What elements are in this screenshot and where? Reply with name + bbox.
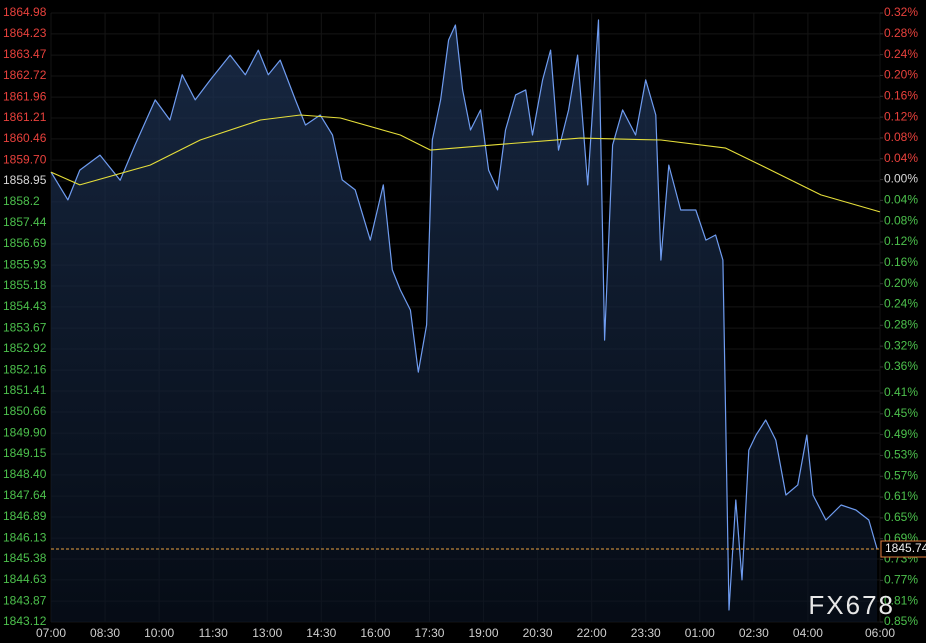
- y-tick-label: 1860.46: [3, 131, 47, 145]
- y-tick-label: 1861.21: [3, 110, 47, 124]
- y-tick-label: 1859.70: [3, 152, 47, 166]
- y2-tick-label: 0.04%: [884, 193, 918, 207]
- y-tick-label: 1854.43: [3, 299, 47, 313]
- area: [51, 20, 878, 622]
- y2-tick-label: 0.36%: [884, 359, 918, 373]
- y-tick-label: 1863.47: [3, 47, 47, 61]
- current-price-box: [880, 540, 926, 558]
- y-tick-label: 1846.89: [3, 509, 47, 523]
- x-tick-label: 07:00: [36, 626, 66, 640]
- y2-tick-label: 0.65%: [884, 510, 918, 524]
- y2-tick-label: 0.16%: [884, 255, 918, 269]
- x-tick-label: 04:00: [793, 626, 823, 640]
- y2-tick-label: 0.81%: [884, 593, 918, 607]
- x-tick-label: 23:30: [631, 626, 661, 640]
- y2-tick-label: 0.49%: [884, 427, 918, 441]
- x-tick-label: 06:00: [865, 626, 895, 640]
- y-tick-label: 1853.67: [3, 320, 47, 334]
- y2-tick-label: 0.53%: [884, 448, 918, 462]
- y-tick-label: 1852.16: [3, 362, 47, 376]
- axes: 1864.98 1864.23 1863.47 1862.72 1861.96 1861.…: [3, 5, 926, 640]
- x-tick-label: 02:30: [739, 626, 769, 640]
- y-tick-label: 1856.69: [3, 236, 47, 250]
- y-tick-label: 1845.38: [3, 551, 47, 565]
- y2-tick-label: 0.28%: [884, 317, 918, 331]
- current-price-label: 1845.74: [885, 541, 926, 555]
- line: [50, 114, 881, 213]
- y2-tick-label: 0.12%: [884, 234, 918, 248]
- y2-tick-label: 0.41%: [884, 385, 918, 399]
- y2-tick-label: 0.04%: [884, 151, 918, 165]
- y2-tick-label: 0.24%: [884, 47, 918, 61]
- y-tick-label: 1844.63: [3, 572, 47, 586]
- y-tick-label: 1861.96: [3, 89, 47, 103]
- y2-tick-label: 0.28%: [884, 26, 918, 40]
- y2-tick-label: 0.32%: [884, 5, 918, 19]
- y2-tick-label: 0.32%: [884, 338, 918, 352]
- x-tick-label: 17:30: [414, 626, 444, 640]
- y-tick-label: 1850.66: [3, 404, 47, 418]
- x-tick-label: 08:30: [90, 626, 120, 640]
- watermark: FX678: [808, 590, 895, 620]
- y2-tick-label: 0.20%: [884, 68, 918, 82]
- y2-tick-label: 0.12%: [884, 109, 918, 123]
- y-tick-label: 1855.93: [3, 257, 47, 271]
- y2-tick-label: 0.57%: [884, 468, 918, 482]
- y-tick-label: 1862.72: [3, 68, 47, 82]
- y-tick-label: 1851.41: [3, 383, 47, 397]
- y2-tick-label: 0.77%: [884, 573, 918, 587]
- y-tick-label: 1857.44: [3, 215, 47, 229]
- x-tick-label: 10:00: [144, 626, 174, 640]
- x-tick-label: 14:30: [306, 626, 336, 640]
- y-tick-label: 1849.90: [3, 425, 47, 439]
- y-tick-label: 1864.23: [3, 26, 47, 40]
- x-tick-label: 13:00: [252, 626, 282, 640]
- plot: [50, 19, 881, 622]
- y-tick-label: 1858.95: [3, 173, 47, 187]
- y-tick-label: 1846.13: [3, 530, 47, 544]
- y-tick-label: 1843.12: [3, 614, 47, 628]
- x-tick-label: 01:00: [685, 626, 715, 640]
- y2-tick-label: 0.61%: [884, 489, 918, 503]
- y-tick-label: 1848.40: [3, 467, 47, 481]
- y2-tick-label: 0.45%: [884, 406, 918, 420]
- y2-tick-label: 0.20%: [884, 276, 918, 290]
- x-tick-label: 11:30: [199, 626, 228, 640]
- line: [50, 19, 878, 611]
- y2-tick-label: 0.85%: [884, 614, 918, 628]
- y2-tick-label: 0.24%: [884, 297, 918, 311]
- y-tick-label: 1847.64: [3, 488, 47, 502]
- x-tick-label: 20:30: [523, 626, 553, 640]
- y-tick-label: 1858.2: [3, 194, 40, 208]
- y2-tick-label: 0.08%: [884, 213, 918, 227]
- y2-tick-label: 0.08%: [884, 130, 918, 144]
- x-tick-label: 22:00: [577, 626, 607, 640]
- y2-tick-label: 0.16%: [884, 88, 918, 102]
- y-tick-label: 1864.98: [3, 5, 47, 19]
- y-tick-label: 1852.92: [3, 341, 47, 355]
- y2-tick-label: 0.00%: [884, 172, 918, 186]
- y-tick-label: 1849.15: [3, 446, 47, 460]
- x-tick-label: 19:00: [469, 626, 499, 640]
- y-tick-label: 1855.18: [3, 278, 47, 292]
- y-tick-label: 1843.87: [3, 593, 47, 607]
- x-tick-label: 16:00: [360, 626, 390, 640]
